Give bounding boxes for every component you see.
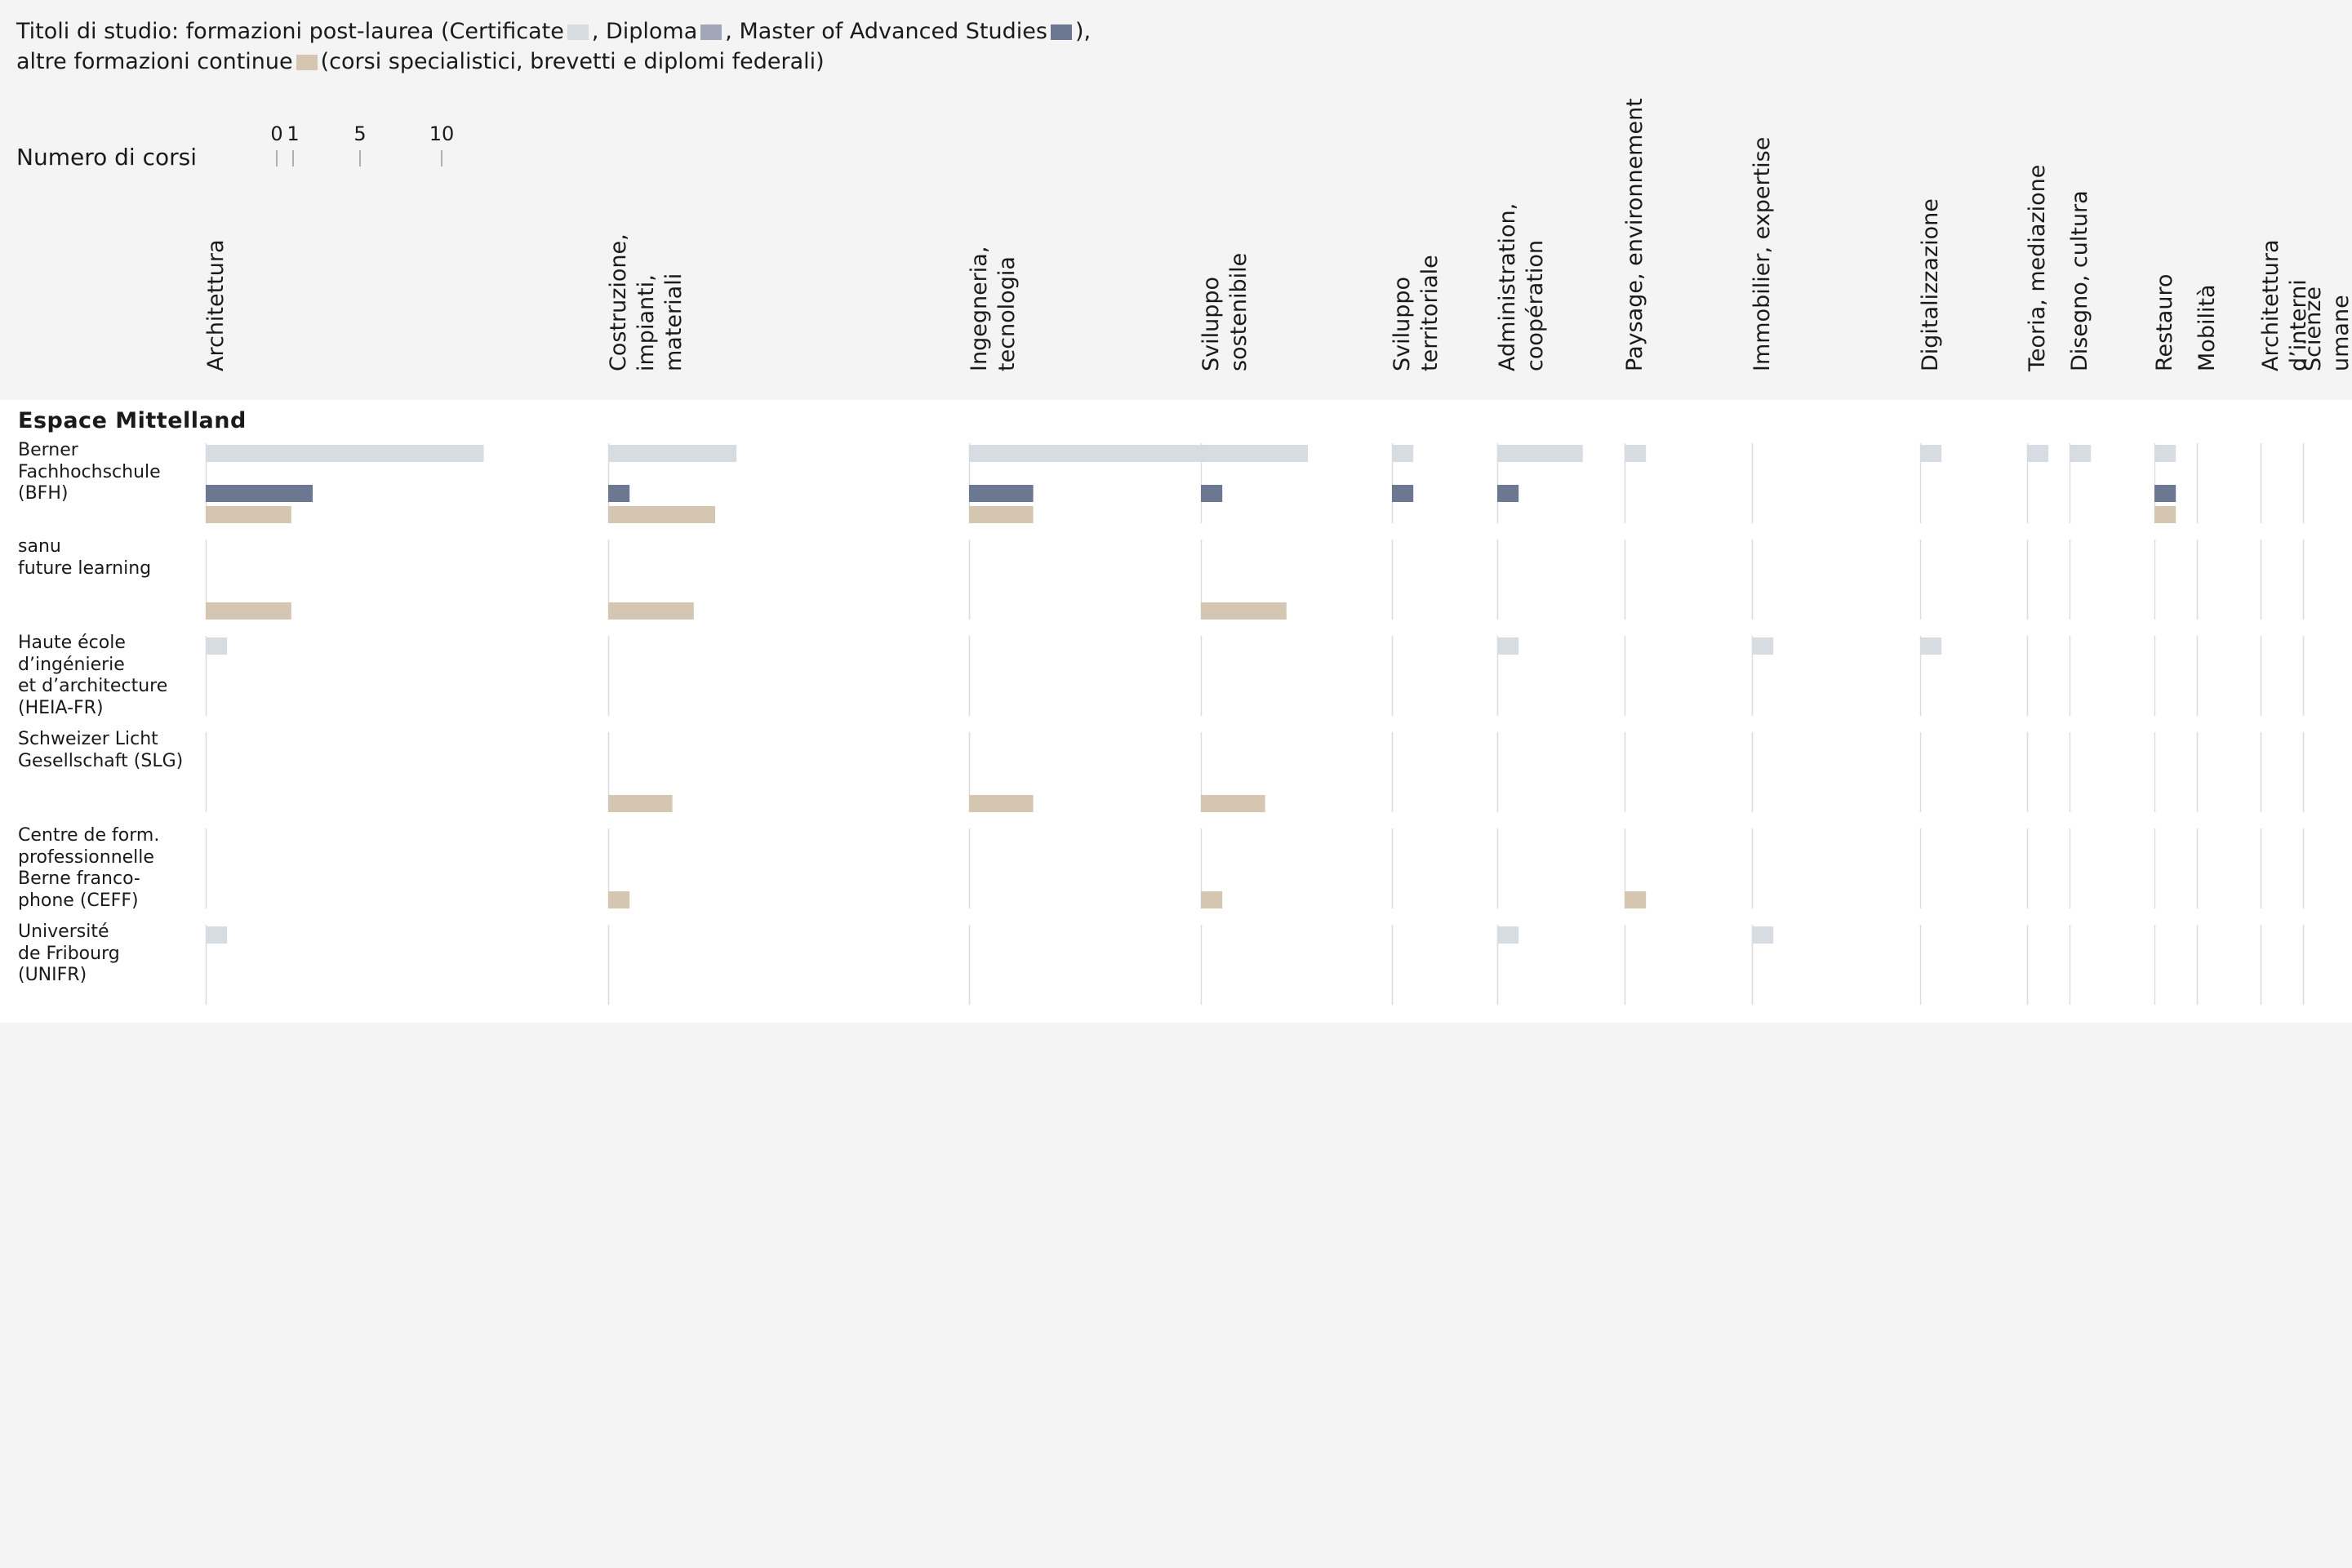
certificate-bar [1392,445,1414,462]
other-bar [206,506,291,523]
chart-legend: Titoli di studio: formazioni post-laurea… [16,16,1091,77]
region-title: Espace Mittelland [18,408,247,433]
institution-label: Université de Fribourg (UNIFR) [18,922,120,985]
certificate-bar [1201,445,1308,462]
legend-line-2: altre formazioni continue (corsi speciali… [16,47,1091,77]
other-bar [969,795,1034,812]
other-bar [206,602,291,620]
other-bar [608,602,694,620]
certificate-bar [1497,637,1519,655]
other-bar [608,795,673,812]
diploma-swatch [700,24,722,40]
institution-label: Schweizer Licht Gesellschaft (SLG) [18,729,184,771]
other-bar [608,506,715,523]
institution-label: sanu future learning [18,536,152,579]
mas-bar [608,485,630,502]
certificate-bar [206,445,484,462]
legend-text-close: ), [1074,19,1092,44]
certificate-bar [1752,926,1774,944]
certificate-bar [2154,445,2176,462]
legend-text-prefix: Titoli di studio: formazioni post-laurea… [16,19,564,44]
institution-label: Berner Fachhochschule (BFH) [18,440,161,504]
certificate-bar [1497,926,1519,944]
other-bar [608,891,630,908]
other-bar [1201,795,1265,812]
certificate-bar [206,637,228,655]
certificate-swatch [567,24,589,40]
mas-swatch [1050,24,1072,40]
legend-text-other: altre formazioni continue [16,49,293,74]
mas-bar [1497,485,1519,502]
mas-bar [206,485,313,502]
certificate-bar [1625,445,1647,462]
institution-label: Centre de form. professionnelle Berne fr… [18,825,160,911]
certificate-bar [1752,637,1774,655]
other-bar [2154,506,2176,523]
institution-label: Haute école d’ingénierie et d’architectu… [18,633,168,718]
legend-line-1: Titoli di studio: formazioni post-laurea… [16,16,1091,47]
certificate-bar [2027,445,2049,462]
other-bar [1201,602,1287,620]
legend-text-other-detail: (corsi specialistici, brevetti e diplomi… [320,49,825,74]
mas-bar [2154,485,2176,502]
certificate-bar [1920,637,1942,655]
legend-text-diploma: , Diploma [591,19,698,44]
certificate-bar [969,445,1226,462]
mas-bar [1392,485,1414,502]
certificate-bar [206,926,228,944]
certificate-bar [2070,445,2092,462]
certificate-bar [1497,445,1583,462]
other-bar [1201,891,1223,908]
certificate-bar [1920,445,1942,462]
mas-bar [1201,485,1223,502]
other-bar [1625,891,1647,908]
certificate-bar [608,445,737,462]
other-bar [969,506,1034,523]
region-panel [0,400,2352,1023]
scale-label: Numero di corsi [16,144,197,171]
legend-text-mas: , Master of Advanced Studies [725,19,1047,44]
mas-bar [969,485,1034,502]
other-swatch [296,55,318,70]
